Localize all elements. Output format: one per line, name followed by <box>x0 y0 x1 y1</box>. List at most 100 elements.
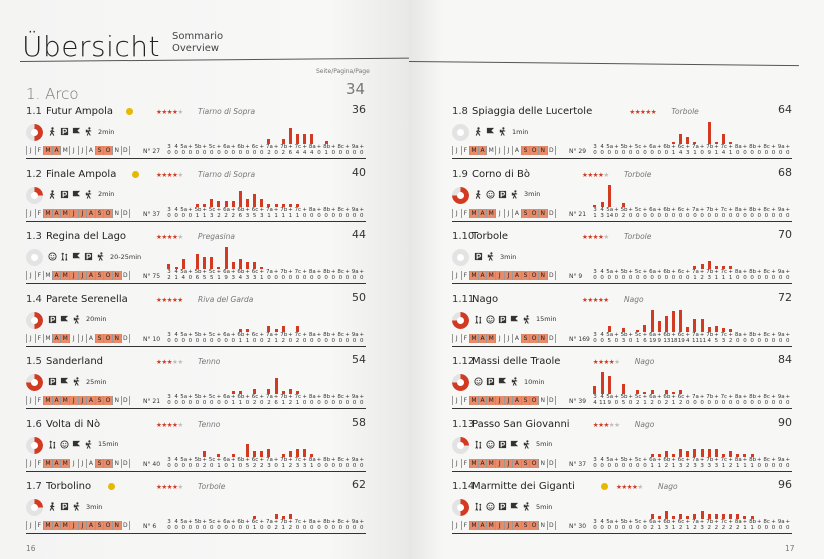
grade-label: 5a <box>606 206 614 213</box>
crag-entry[interactable]: 1.12Massi delle Traole ★★★★★ Nago 84 10min J F… <box>452 353 792 414</box>
grade-count: 0 <box>736 275 740 281</box>
grade-count: 0 <box>664 275 669 281</box>
grade-count: 0 <box>771 462 776 469</box>
crag-entry[interactable]: 1.10Torbole ★★★★★ Torbole 70 3min J F M A M J J A S O N… <box>452 228 792 289</box>
grade-label: + <box>756 456 762 463</box>
grade-label: + <box>273 269 279 275</box>
hiker-icon <box>522 502 531 511</box>
crag-page-number[interactable]: 68 <box>778 165 792 179</box>
grade-label: 5b <box>194 456 202 463</box>
month-cell: J <box>26 333 35 343</box>
crag-page-number[interactable]: 40 <box>352 165 366 179</box>
crag-entry[interactable]: 1.5 Sanderland ★★★★★ Tenno 54 25min J F M A M J J A S O… <box>26 353 366 414</box>
crag-page-number[interactable]: 62 <box>352 478 366 491</box>
grade-count: 0 <box>600 462 604 469</box>
grade-bar <box>267 448 271 457</box>
crag-entry[interactable]: 1.3 Regina del Lago ★★★★★ Pregasina 44 20-25m… <box>26 228 366 289</box>
crag-entry[interactable]: 1.2 Finale Ampola ★★★★★ Tiarno di Sopra 40 2m… <box>26 165 366 227</box>
month-cell: M <box>486 146 495 155</box>
month-cell: M <box>60 208 69 218</box>
grade-count: 1 <box>657 525 661 531</box>
grade-bar <box>303 133 307 144</box>
grade-bar <box>217 266 221 269</box>
crag-page-number[interactable]: 58 <box>352 415 366 429</box>
grade-label: 8a <box>734 331 742 338</box>
month-cell: M <box>469 396 478 405</box>
grade-label: 6c <box>677 269 685 275</box>
grade-label: 7c <box>720 144 728 150</box>
crag-entry[interactable]: 1.1 Futur Ampola ★★★★★ Tiarno di Sopra 36 2mi… <box>26 103 366 164</box>
grade-label: 7a <box>692 456 699 463</box>
grade-count: 0 <box>245 400 250 406</box>
grade-label: 5c <box>208 144 216 150</box>
crag-entry[interactable]: 1.7 Torbolino ★★★★★ Torbole 62 3min J F M A M J J A S O… <box>26 478 366 539</box>
entry-divider <box>26 345 366 347</box>
grade-count: 0 <box>600 275 604 281</box>
feature-icons: 3min <box>474 252 516 261</box>
grade-label: + <box>728 394 733 400</box>
crag-entry[interactable]: 1.11Nago ★★★★★ Nago 72 15min J F M A M J J A S O N D N° 1… <box>452 290 792 352</box>
grade-label: + <box>245 519 250 525</box>
grade-bar <box>288 203 292 207</box>
grade-label: + <box>642 206 648 213</box>
grade-label: + <box>330 519 336 525</box>
grade-count: 4 <box>181 275 185 281</box>
crag-page-number[interactable]: 54 <box>352 353 366 366</box>
crag-page-number[interactable]: 50 <box>352 290 366 304</box>
grade-label: + <box>359 269 365 275</box>
grade-count: 0 <box>650 212 654 219</box>
crag-page-number[interactable]: 44 <box>352 228 366 241</box>
month-cell: J <box>77 208 87 218</box>
grade-count: 0 <box>224 525 228 531</box>
grade-count: 3 <box>245 212 250 219</box>
grade-count: 0 <box>174 462 178 469</box>
grade-count: 2 <box>288 400 293 406</box>
month-cell: F <box>460 396 470 405</box>
grade-bar <box>224 247 228 269</box>
grade-count: 1 <box>202 212 207 219</box>
crag-page-number[interactable]: 84 <box>778 353 792 366</box>
month-cell: N <box>537 271 547 280</box>
section-title: 1. Arco <box>26 85 79 103</box>
crag-entry[interactable]: 1.13Passo San Giovanni ★★★★★ Nago 90 5min J F M… <box>452 415 792 477</box>
grade-count: 0 <box>743 212 747 219</box>
crag-page-number[interactable]: 96 <box>778 478 792 491</box>
crag-entry[interactable]: 1.6 Volta di Nò ★★★★★ Tenno 58 15min J F M A M J J A S… <box>26 415 366 477</box>
kid-icon <box>474 315 483 324</box>
grade-count: 0 <box>181 337 185 344</box>
crag-entry[interactable]: 1.4 Parete Serenella ★★★★★ Riva del Garda 50… <box>26 290 366 352</box>
grade-count: 6 <box>274 400 278 406</box>
grade-label: 6b <box>237 206 245 213</box>
crag-entry[interactable]: 1.8 Spiaggia delle Lucertole ★★★★★ Torbole 6… <box>452 103 792 164</box>
grade-label: 7a <box>266 456 273 463</box>
grade-label: + <box>288 331 293 338</box>
month-cell: A <box>51 396 61 405</box>
month-cell: J <box>503 333 513 343</box>
grade-count: 0 <box>224 337 228 344</box>
grade-count: 0 <box>188 462 193 469</box>
grade-count: 0 <box>771 275 776 281</box>
grade-count: 0 <box>607 150 611 156</box>
grade-label: + <box>216 331 222 338</box>
grade-label: + <box>614 519 619 525</box>
grade-count: 0 <box>771 337 776 344</box>
grade-label: + <box>202 269 207 275</box>
grade-count: 0 <box>614 212 619 219</box>
crag-entry[interactable]: 1.9 Corno di Bò ★★★★★ Torbole 68 3min J F M A M J J A… <box>452 165 792 227</box>
route-count: N° 37 <box>569 460 587 468</box>
grade-count: 0 <box>757 212 761 219</box>
month-cell: F <box>460 521 470 530</box>
month-cell: A <box>51 146 61 155</box>
month-cell: N <box>111 333 121 343</box>
grade-count: 1 <box>217 275 221 281</box>
grade-count: 0 <box>338 150 343 156</box>
crag-page-number[interactable]: 70 <box>778 228 792 241</box>
grade-label: + <box>642 144 648 150</box>
crag-page-number[interactable]: 90 <box>778 415 792 429</box>
crag-page-number[interactable]: 64 <box>778 103 792 116</box>
crag-page-number[interactable]: 72 <box>778 290 792 304</box>
grade-count: 0 <box>786 150 790 156</box>
crag-page-number[interactable]: 36 <box>352 103 366 116</box>
crag-entry[interactable]: 1.14Marmitte dei Giganti ★★★★★ Nago 96 5min J… <box>452 478 792 539</box>
grade-count: 0 <box>181 525 185 531</box>
